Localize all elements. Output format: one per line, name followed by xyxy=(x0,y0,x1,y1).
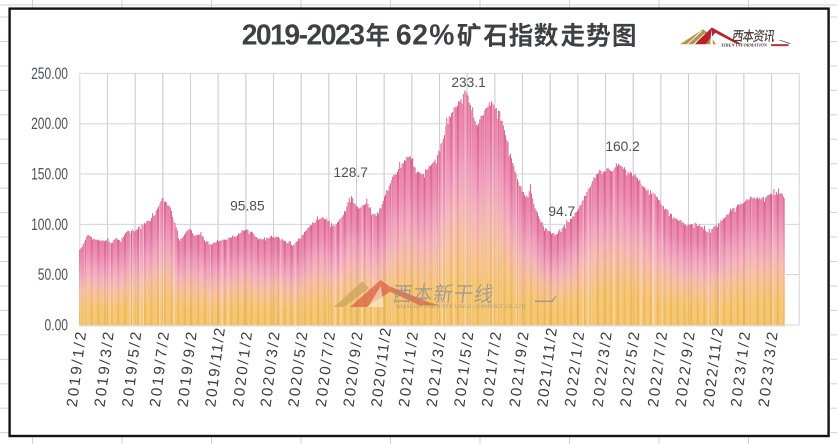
svg-text:94.7: 94.7 xyxy=(548,204,575,219)
svg-text:50.00: 50.00 xyxy=(38,266,68,284)
svg-text:100.00: 100.00 xyxy=(31,216,68,234)
svg-text:0.00: 0.00 xyxy=(45,316,69,334)
svg-text:200.00: 200.00 xyxy=(31,115,68,133)
svg-text:%: % xyxy=(429,19,454,51)
svg-text:250.00: 250.00 xyxy=(31,65,68,83)
svg-text:233.1: 233.1 xyxy=(451,75,486,90)
svg-text:95.85: 95.85 xyxy=(230,198,265,213)
svg-text:128.7: 128.7 xyxy=(333,165,368,180)
svg-text:160.2: 160.2 xyxy=(605,139,640,154)
svg-text:150.00: 150.00 xyxy=(31,165,68,183)
svg-text:XIBEN INFORMATION: XIBEN INFORMATION xyxy=(720,42,768,47)
svg-text:SHANGHAI XIBEN NEW LINE E-COMM: SHANGHAI XIBEN NEW LINE E-COMMERCE CO.,L… xyxy=(396,305,526,310)
svg-text:2019-2023: 2019-2023 xyxy=(242,19,365,51)
svg-text:62: 62 xyxy=(396,19,429,51)
